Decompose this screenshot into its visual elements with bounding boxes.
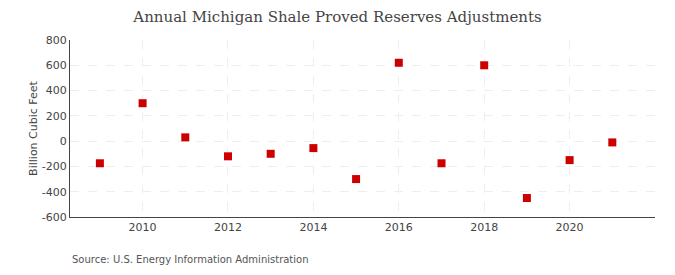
svg-text:0: 0 [60,135,67,148]
svg-text:2010: 2010 [129,221,157,234]
svg-text:-400: -400 [42,186,67,199]
svg-text:2016: 2016 [385,221,413,234]
svg-text:2018: 2018 [470,221,498,234]
svg-text:Billion Cubic Feet: Billion Cubic Feet [27,80,40,175]
svg-text:-600: -600 [42,211,67,224]
svg-text:2020: 2020 [556,221,584,234]
svg-text:Source: U.S. Energy Informatio: Source: U.S. Energy Information Administ… [72,254,309,265]
svg-text:2012: 2012 [214,221,242,234]
svg-text:2014: 2014 [299,221,327,234]
svg-text:200: 200 [46,110,67,123]
svg-text:400: 400 [46,84,67,97]
svg-text:-200: -200 [42,160,67,173]
svg-text:600: 600 [46,59,67,72]
svg-text:800: 800 [46,34,67,47]
svg-text:Annual Michigan Shale Proved R: Annual Michigan Shale Proved Reserves Ad… [132,8,541,26]
